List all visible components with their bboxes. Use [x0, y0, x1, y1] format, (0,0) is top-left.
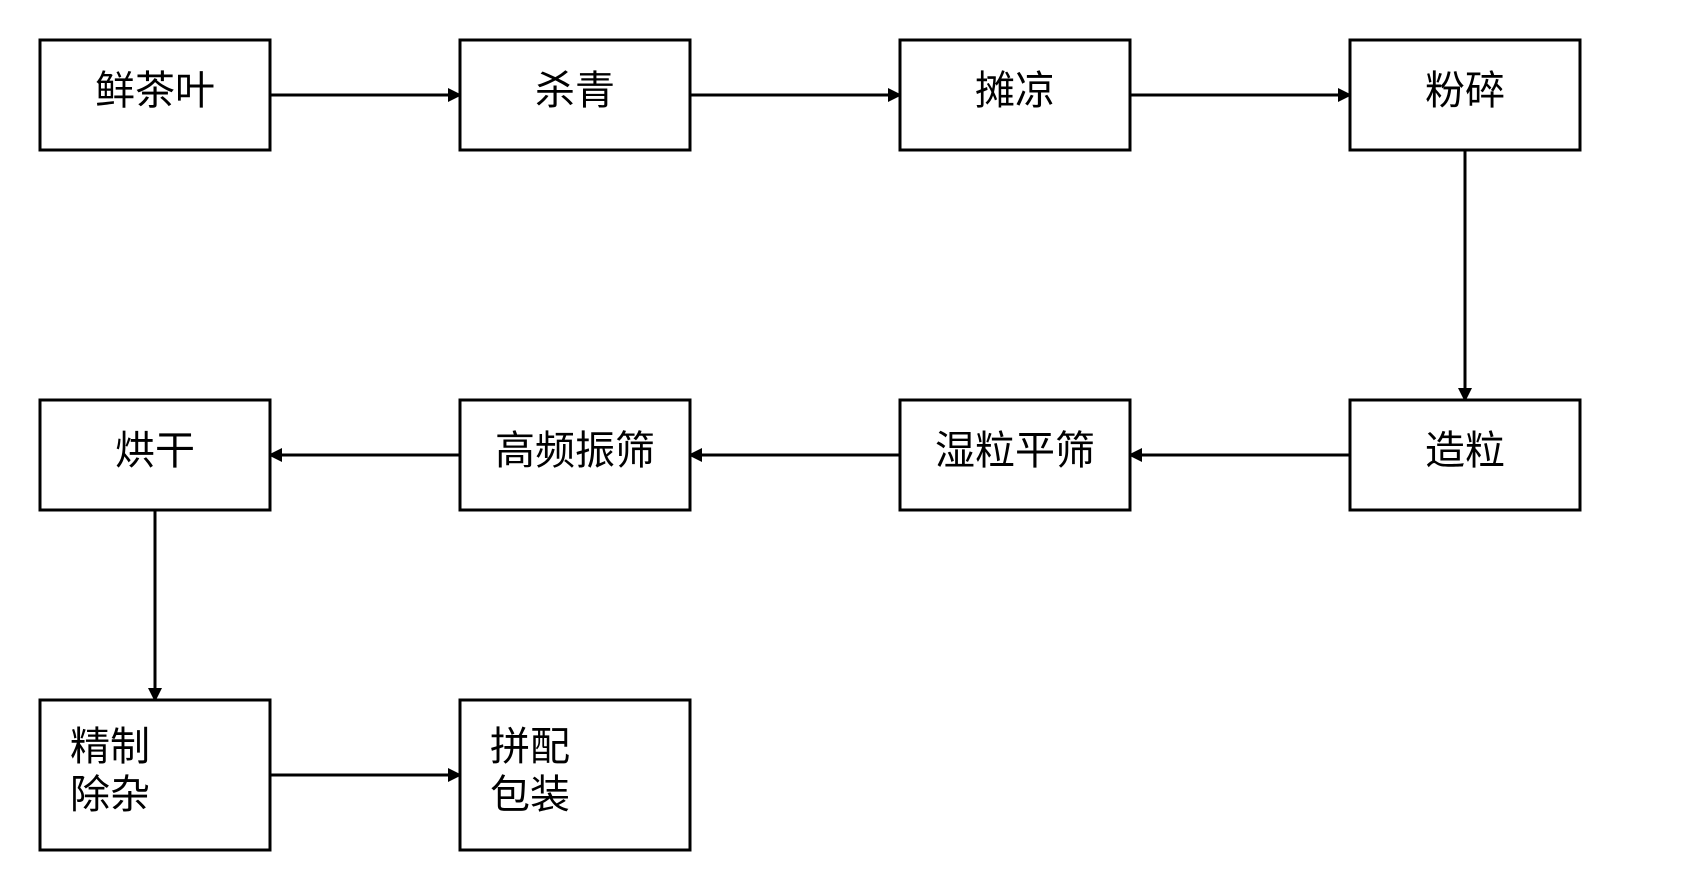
- flow-node-label: 除杂: [70, 772, 150, 817]
- flowchart-canvas: 鲜茶叶 杀青 摊凉 粉碎造粒 湿粒平筛 高频振筛 烘干精制除杂 拼配包装: [0, 0, 1700, 892]
- flow-node-n3: 摊凉: [900, 40, 1130, 150]
- flow-node-n7: 高频振筛: [460, 400, 690, 510]
- flow-node-n1: 鲜茶叶: [40, 40, 270, 150]
- flow-node-label: 杀青: [535, 68, 615, 113]
- flow-node-n5: 造粒: [1350, 400, 1580, 510]
- edges-layer: [155, 95, 1465, 775]
- nodes-layer: 鲜茶叶 杀青 摊凉 粉碎造粒 湿粒平筛 高频振筛 烘干精制除杂 拼配包装: [40, 40, 1580, 850]
- flow-node-label: 湿粒平筛: [935, 428, 1095, 473]
- flow-node-n2: 杀青: [460, 40, 690, 150]
- flow-node-n10: 拼配包装: [460, 700, 690, 850]
- flow-node-n4: 粉碎: [1350, 40, 1580, 150]
- flow-node-n8: 烘干: [40, 400, 270, 510]
- flow-node-label: 包装: [490, 772, 570, 817]
- flow-node-label: 烘干: [115, 428, 195, 473]
- flow-node-label: 粉碎: [1425, 68, 1505, 113]
- flow-node-label: 鲜茶叶: [95, 68, 215, 113]
- flow-node-label: 拼配: [490, 724, 570, 769]
- flow-node-label: 高频振筛: [495, 428, 655, 473]
- flow-node-label: 精制: [70, 724, 150, 769]
- flow-node-n9: 精制除杂: [40, 700, 270, 850]
- flow-node-n6: 湿粒平筛: [900, 400, 1130, 510]
- flow-node-label: 造粒: [1425, 428, 1505, 473]
- flow-node-label: 摊凉: [975, 68, 1055, 113]
